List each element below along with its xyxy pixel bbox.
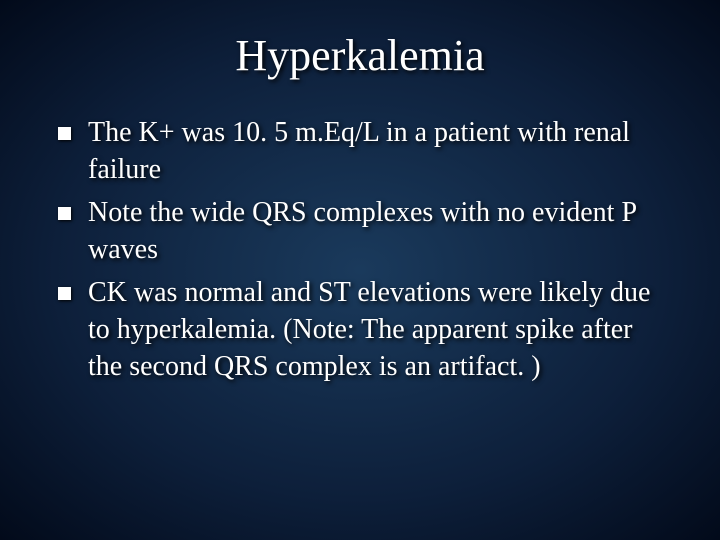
bullet-list: The K+ was 10. 5 m.Eq/L in a patient wit… xyxy=(48,115,672,386)
slide-title: Hyperkalemia xyxy=(48,30,672,81)
list-item: Note the wide QRS complexes with no evid… xyxy=(56,195,672,269)
slide: Hyperkalemia The K+ was 10. 5 m.Eq/L in … xyxy=(0,0,720,540)
list-item: The K+ was 10. 5 m.Eq/L in a patient wit… xyxy=(56,115,672,189)
list-item: CK was normal and ST elevations were lik… xyxy=(56,275,672,386)
